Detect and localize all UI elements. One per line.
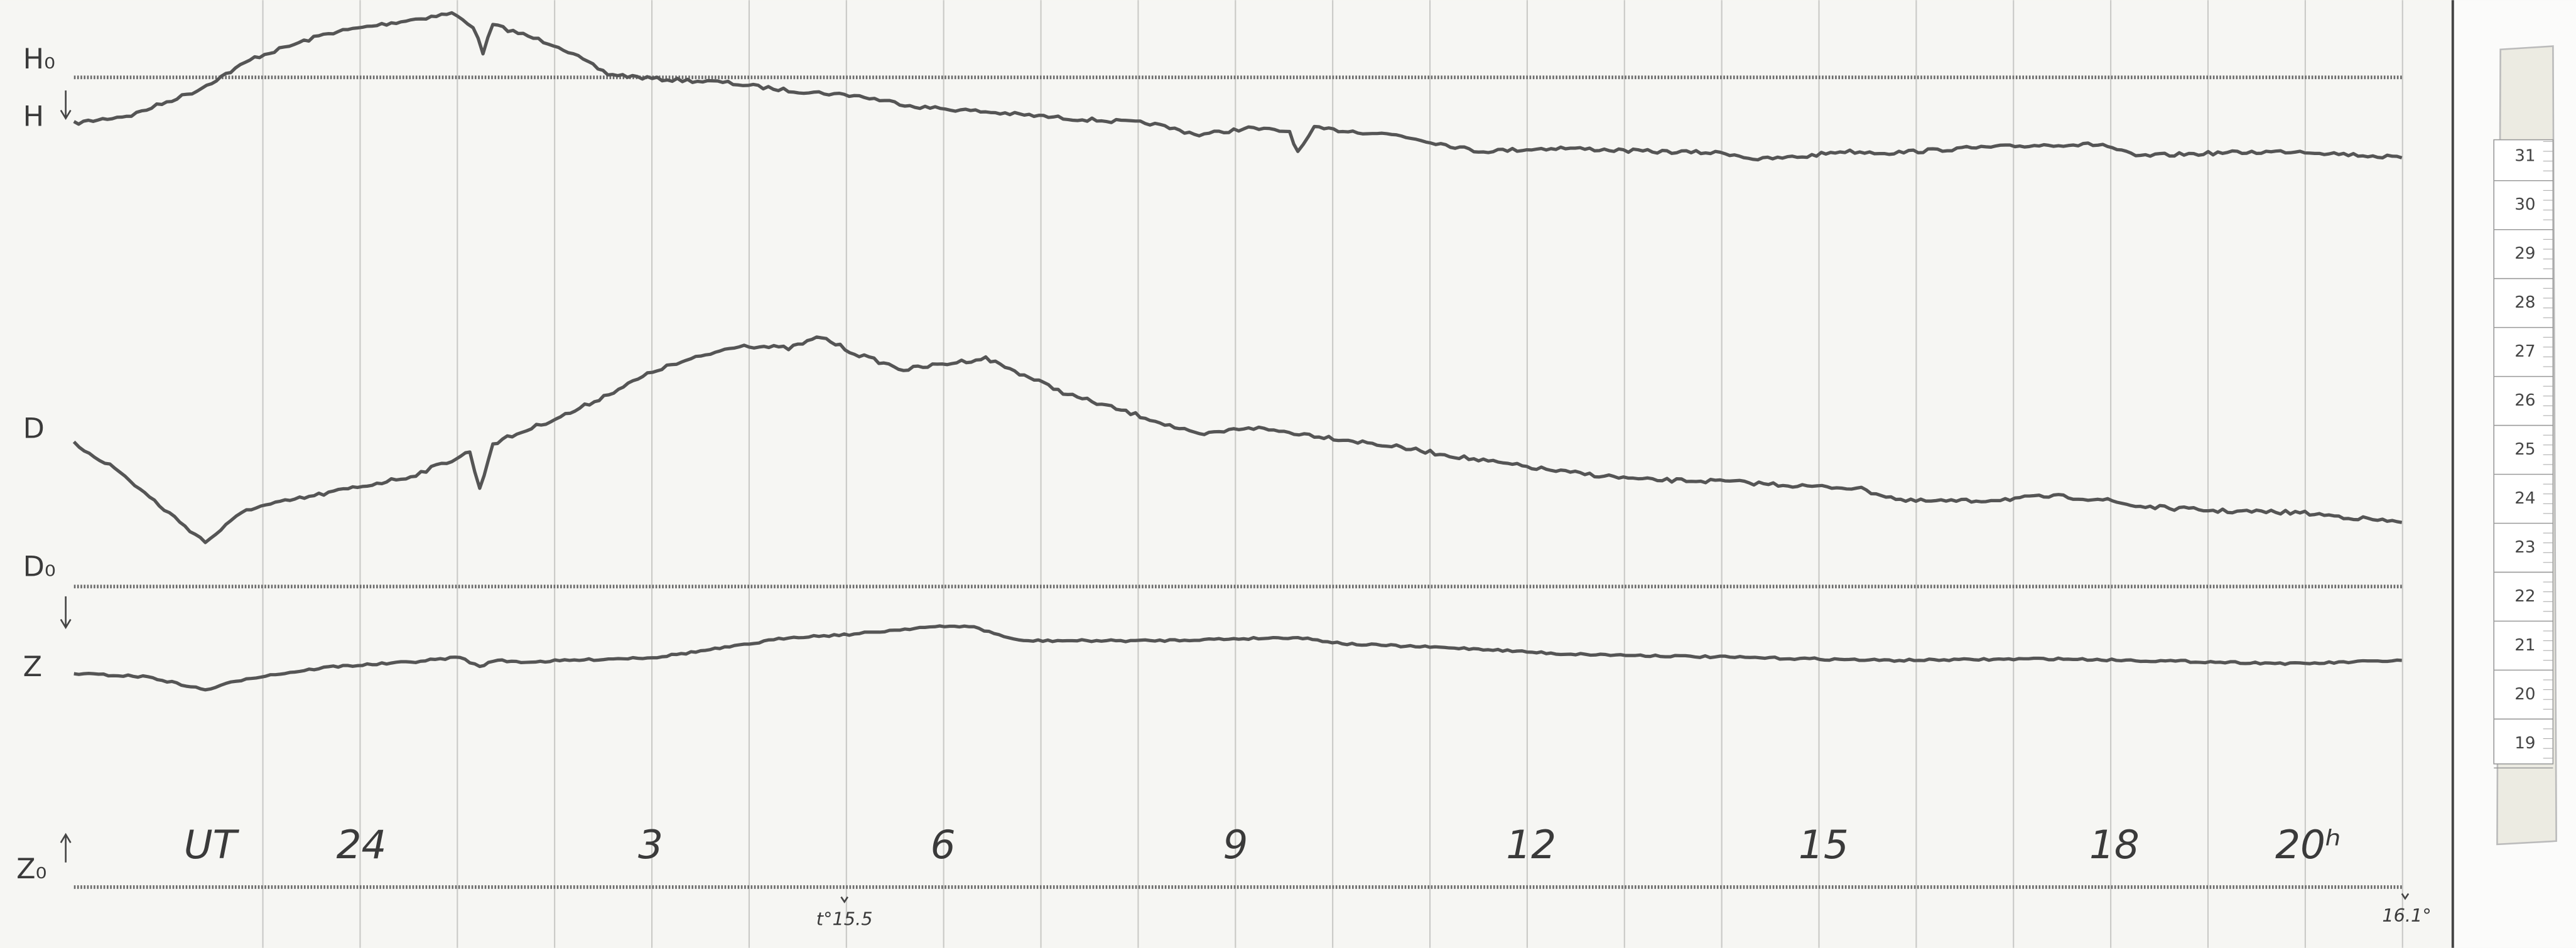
ut-label: UT (184, 822, 240, 868)
end-temperature: 16.1° (2382, 905, 2431, 926)
h-base-label: H₀ (23, 43, 55, 75)
arrow (60, 832, 72, 863)
ruler-number: 31 (2514, 146, 2535, 165)
z-label: Z (23, 651, 42, 683)
hour-label: 9 (1223, 822, 1248, 868)
start-temperature: t°15.5 (816, 908, 873, 929)
h-label: H (23, 101, 44, 133)
ruler-number: 25 (2514, 440, 2535, 459)
tick-marker (840, 893, 2410, 903)
hour-label: 6 (931, 822, 956, 868)
ruler-number: 29 (2514, 244, 2535, 263)
ruler (2493, 139, 2554, 765)
z-base-label: Z₀ (16, 853, 46, 885)
ruler-scale: 31 30 29 28 27 26 25 24 23 22 21 20 19 (2494, 141, 2553, 769)
ruler-number: 30 (2514, 195, 2535, 214)
ruler-number: 28 (2514, 293, 2535, 312)
d-base-label: D₀ (23, 551, 56, 583)
traces (72, 11, 2403, 692)
arrow (60, 596, 72, 630)
hour-label: 20ʰ (2275, 822, 2341, 868)
hour-label: 12 (1506, 822, 1556, 868)
ruler-number: 27 (2514, 342, 2535, 361)
ruler-number: 24 (2514, 489, 2535, 508)
grid (262, 0, 2403, 948)
h-trace (73, 11, 2403, 162)
hour-label: 24 (337, 822, 387, 868)
ruler-number: 19 (2514, 734, 2535, 753)
d-trace (72, 335, 2403, 544)
hour-label: 3 (638, 822, 663, 868)
ruler-number: 22 (2514, 587, 2535, 606)
hour-label: 18 (2089, 822, 2140, 868)
ruler-number: 26 (2514, 391, 2535, 410)
arrow (60, 90, 72, 121)
ruler-number: 21 (2514, 636, 2535, 655)
hour-labels: 24 3 6 9 12 15 18 20ʰ (337, 822, 2341, 868)
ruler-number: 23 (2514, 538, 2535, 557)
paper (0, 0, 2453, 947)
d-label: D (23, 413, 45, 445)
z-trace (73, 624, 2402, 692)
hour-label: 15 (1799, 822, 1849, 868)
ruler-number: 20 (2514, 685, 2535, 704)
